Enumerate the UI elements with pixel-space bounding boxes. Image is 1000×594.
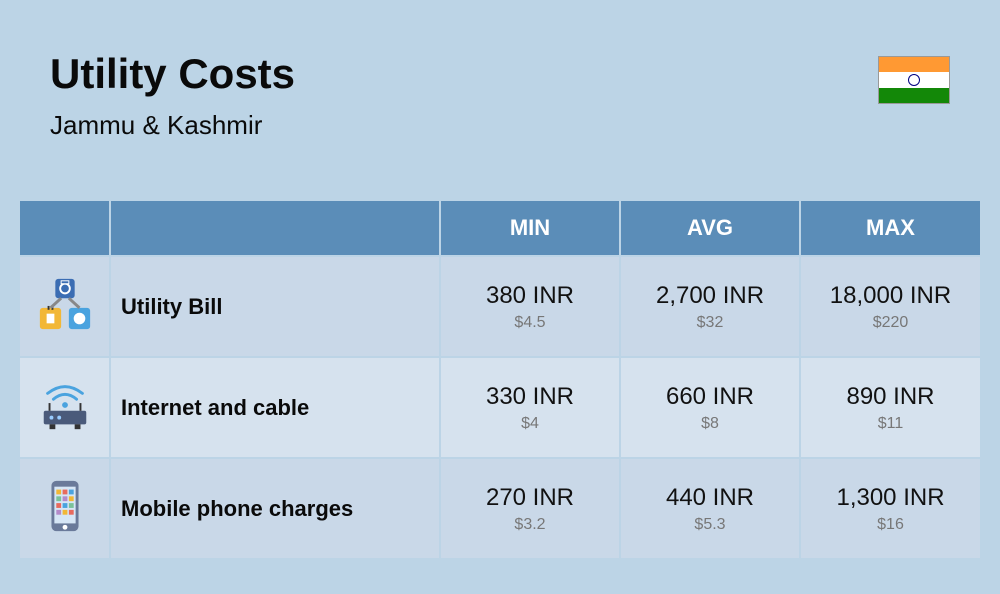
cell-avg: 440 INR $5.3 bbox=[620, 458, 800, 558]
primary-value: 18,000 INR bbox=[801, 282, 980, 310]
page-title: Utility Costs bbox=[50, 50, 295, 98]
secondary-value: $4 bbox=[441, 415, 619, 433]
page-subtitle: Jammu & Kashmir bbox=[50, 110, 295, 141]
cell-min: 380 INR $4.5 bbox=[440, 256, 620, 357]
primary-value: 890 INR bbox=[801, 383, 980, 411]
cell-max: 1,300 INR $16 bbox=[800, 458, 980, 558]
router-icon bbox=[20, 357, 110, 458]
secondary-value: $11 bbox=[801, 415, 980, 433]
table-row: Mobile phone charges 270 INR $3.2 440 IN… bbox=[20, 458, 980, 558]
table-header-row: MIN AVG MAX bbox=[20, 201, 980, 256]
cell-max: 18,000 INR $220 bbox=[800, 256, 980, 357]
row-label: Mobile phone charges bbox=[110, 458, 440, 558]
secondary-value: $4.5 bbox=[441, 314, 619, 332]
row-label: Internet and cable bbox=[110, 357, 440, 458]
cell-min: 330 INR $4 bbox=[440, 357, 620, 458]
cell-max: 890 INR $11 bbox=[800, 357, 980, 458]
secondary-value: $220 bbox=[801, 314, 980, 332]
table-row: Utility Bill 380 INR $4.5 2,700 INR $32 … bbox=[20, 256, 980, 357]
costs-table: MIN AVG MAX Utility Bill 380 INR $4.5 bbox=[20, 201, 980, 558]
secondary-value: $5.3 bbox=[621, 516, 799, 534]
cell-avg: 660 INR $8 bbox=[620, 357, 800, 458]
secondary-value: $3.2 bbox=[441, 516, 619, 534]
primary-value: 440 INR bbox=[621, 484, 799, 512]
header: Utility Costs Jammu & Kashmir bbox=[0, 0, 1000, 171]
cell-avg: 2,700 INR $32 bbox=[620, 256, 800, 357]
header-avg: AVG bbox=[620, 201, 800, 256]
cell-min: 270 INR $3.2 bbox=[440, 458, 620, 558]
primary-value: 270 INR bbox=[441, 484, 619, 512]
primary-value: 660 INR bbox=[621, 383, 799, 411]
header-min: MIN bbox=[440, 201, 620, 256]
header-blank-label bbox=[110, 201, 440, 256]
title-block: Utility Costs Jammu & Kashmir bbox=[50, 50, 295, 141]
secondary-value: $8 bbox=[621, 415, 799, 433]
secondary-value: $16 bbox=[801, 516, 980, 534]
secondary-value: $32 bbox=[621, 314, 799, 332]
primary-value: 380 INR bbox=[441, 282, 619, 310]
row-label: Utility Bill bbox=[110, 256, 440, 357]
phone-icon bbox=[20, 458, 110, 558]
header-max: MAX bbox=[800, 201, 980, 256]
table-row: Internet and cable 330 INR $4 660 INR $8… bbox=[20, 357, 980, 458]
header-blank-icon bbox=[20, 201, 110, 256]
primary-value: 1,300 INR bbox=[801, 484, 980, 512]
utility-icon bbox=[20, 256, 110, 357]
primary-value: 330 INR bbox=[441, 383, 619, 411]
india-flag-icon bbox=[878, 56, 950, 104]
primary-value: 2,700 INR bbox=[621, 282, 799, 310]
